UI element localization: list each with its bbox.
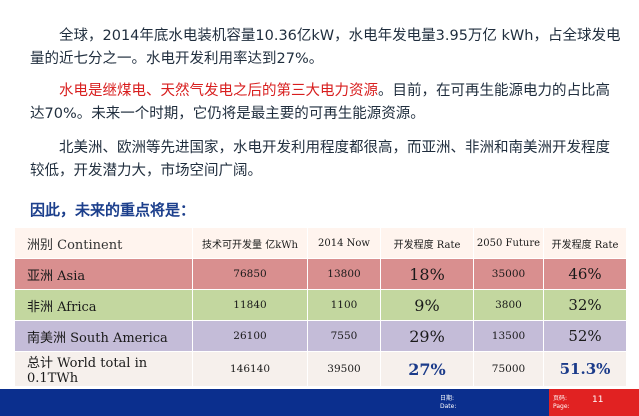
- paragraph-regional-development: 北美洲、欧洲等先进国家，水电开发利用程度都很高，而亚洲、非洲和南美洲开发程度较低…: [30, 137, 622, 183]
- footer-date-label: 日期:: [440, 395, 455, 402]
- table-row-world-total: 总计 World total in 0.1TWh 146140 39500 27…: [14, 351, 627, 387]
- cell-continent: 非洲 Africa: [14, 289, 193, 321]
- cell-rate-future: 46%: [543, 258, 627, 290]
- cell-continent: 南美洲 South America: [14, 320, 193, 352]
- page-number: 11: [592, 395, 604, 405]
- cell-rate-future: 51.3%: [543, 351, 627, 387]
- cell-continent: 亚洲 Asia: [14, 258, 193, 290]
- header-future: 2050 Future: [473, 227, 544, 259]
- paragraph-text: 全球，2014年底水电装机容量10.36亿kW，水电年发电量3.95万亿 kWh…: [30, 28, 621, 67]
- paragraph-text: 。目前，在可再生能源电力的占比高达70%。未来一个时期，它仍将是最主要的可再生能…: [30, 83, 610, 122]
- hydropower-table: 洲别 Continent 技术可开发量 亿kWh 2014 Now 开发程度 R…: [14, 227, 627, 387]
- table-row-africa: 非洲 Africa 11840 1100 9% 3800 32%: [14, 289, 627, 321]
- header-rate-now: 开发程度 Rate: [380, 227, 474, 259]
- header-continent: 洲别 Continent: [14, 227, 193, 259]
- table-row-asia: 亚洲 Asia 76850 13800 18% 35000 46%: [14, 258, 627, 290]
- cell-future: 75000: [473, 351, 544, 387]
- paragraph-third-largest: 水电是继煤电、天然气发电之后的第三大电力资源。目前，在可再生能源电力的占比高达7…: [30, 80, 622, 126]
- cell-now: 39500: [307, 351, 381, 387]
- paragraph-global-hydropower: 全球，2014年底水电装机容量10.36亿kW，水电年发电量3.95万亿 kWh…: [30, 25, 622, 71]
- cell-potential: 26100: [192, 320, 308, 352]
- footer-accent: [549, 389, 639, 416]
- cell-rate-now: 9%: [380, 289, 474, 321]
- footer-page-label-en: Page:: [553, 403, 570, 410]
- cell-rate-now: 29%: [380, 320, 474, 352]
- cell-rate-now: 18%: [380, 258, 474, 290]
- section-heading: 因此，未来的重点将是：: [30, 201, 196, 219]
- cell-now: 1100: [307, 289, 381, 321]
- cell-future: 13500: [473, 320, 544, 352]
- footer-page-label: 页码:: [553, 395, 568, 402]
- header-now: 2014 Now: [307, 227, 381, 259]
- cell-potential: 146140: [192, 351, 308, 387]
- cell-now: 7550: [307, 320, 381, 352]
- header-potential: 技术可开发量 亿kWh: [192, 227, 308, 259]
- cell-future: 35000: [473, 258, 544, 290]
- highlight-text: 水电是继煤电、天然气发电之后的第三大电力资源: [59, 83, 378, 99]
- table-header-row: 洲别 Continent 技术可开发量 亿kWh 2014 Now 开发程度 R…: [14, 227, 627, 259]
- table-row-south-america: 南美洲 South America 26100 7550 29% 13500 5…: [14, 320, 627, 352]
- header-rate-future: 开发程度 Rate: [543, 227, 627, 259]
- cell-rate-now: 27%: [380, 351, 474, 387]
- cell-potential: 11840: [192, 289, 308, 321]
- cell-rate-future: 52%: [543, 320, 627, 352]
- cell-now: 13800: [307, 258, 381, 290]
- cell-potential: 76850: [192, 258, 308, 290]
- footer-date-label-en: Date:: [440, 403, 457, 410]
- cell-continent: 总计 World total in 0.1TWh: [14, 351, 193, 387]
- footer-bar: 日期: Date: 页码: Page: 11: [0, 389, 639, 416]
- cell-future: 3800: [473, 289, 544, 321]
- cell-rate-future: 32%: [543, 289, 627, 321]
- paragraph-text: 北美洲、欧洲等先进国家，水电开发利用程度都很高，而亚洲、非洲和南美洲开发程度较低…: [30, 140, 610, 179]
